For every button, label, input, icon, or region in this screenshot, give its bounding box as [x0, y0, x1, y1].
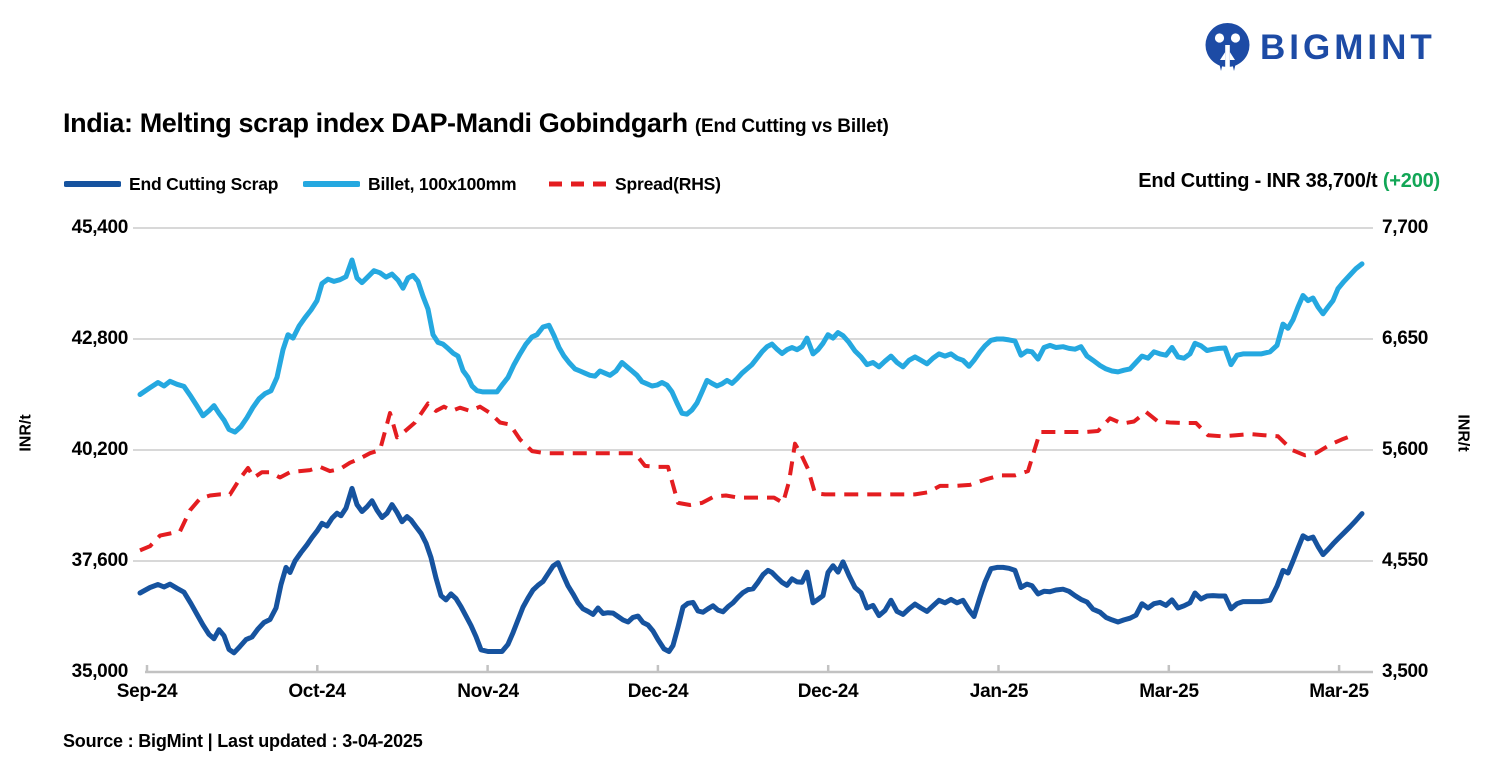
series-billet-100x100mm [137, 257, 1365, 435]
series-end-cutting-scrap [137, 485, 1365, 656]
source-note: Source : BigMint | Last updated : 3-04-2… [63, 731, 423, 751]
left-axis-tick: 40,200 [71, 439, 129, 460]
x-axis-tick: Sep-24 [116, 681, 178, 702]
latest-price-annotation: End Cutting - INR 38,700/t (+200) [1138, 170, 1440, 193]
legend-label: Billet, 100x100mm [368, 173, 517, 194]
legend-line-dashed-red-icon [549, 181, 607, 187]
legend-label: Spread(RHS) [615, 173, 721, 194]
legend-item-billet: Billet, 100x100mm [303, 173, 517, 195]
latest-price-text: End Cutting - INR 38,700/t [1138, 170, 1383, 192]
x-axis-tick: Jan-25 [969, 681, 1029, 702]
x-axis-tick: Dec-24 [797, 681, 859, 702]
x-axis-tick: Mar-25 [1309, 681, 1369, 702]
bigmint-logo-icon [1205, 23, 1250, 71]
bigmint-logo-text: BIGMINT [1260, 28, 1436, 67]
title-main: India: Melting scrap index DAP-Mandi Gob… [63, 108, 688, 138]
legend-item-end-cutting: End Cutting Scrap [64, 173, 278, 195]
left-axis-unit-label: INR/t [17, 414, 35, 452]
right-axis-tick: 4,550 [1382, 550, 1429, 571]
price-change-badge: (+200) [1382, 170, 1440, 192]
title-suffix: (End Cutting vs Billet) [694, 116, 889, 137]
right-axis-unit-label: INR/t [1454, 414, 1472, 452]
left-axis-tick: 35,000 [71, 661, 129, 682]
left-axis-tick: 37,600 [71, 550, 129, 571]
x-axis-tick: Nov-24 [457, 681, 519, 702]
right-axis-tick: 5,600 [1382, 439, 1429, 460]
right-axis-tick: 3,500 [1382, 661, 1429, 682]
left-axis-tick: 42,800 [71, 328, 129, 349]
x-axis-tick: Mar-25 [1139, 681, 1199, 702]
page-title: India: Melting scrap index DAP-Mandi Gob… [63, 108, 889, 139]
right-axis-tick: 6,650 [1382, 328, 1429, 349]
series-spread-rhs [139, 401, 1354, 553]
legend-line-solid-darkblue-icon [64, 181, 121, 187]
left-axis-tick: 45,400 [71, 217, 129, 238]
legend-item-spread: Spread(RHS) [549, 173, 721, 195]
x-axis-tick: Oct-24 [288, 681, 346, 702]
right-axis-tick: 7,700 [1382, 217, 1429, 238]
bigmint-logo: BIGMINT [1204, 22, 1436, 74]
legend-line-solid-lightblue-icon [303, 181, 360, 187]
x-axis-tick: Dec-24 [627, 681, 689, 702]
legend-label: End Cutting Scrap [129, 173, 279, 194]
